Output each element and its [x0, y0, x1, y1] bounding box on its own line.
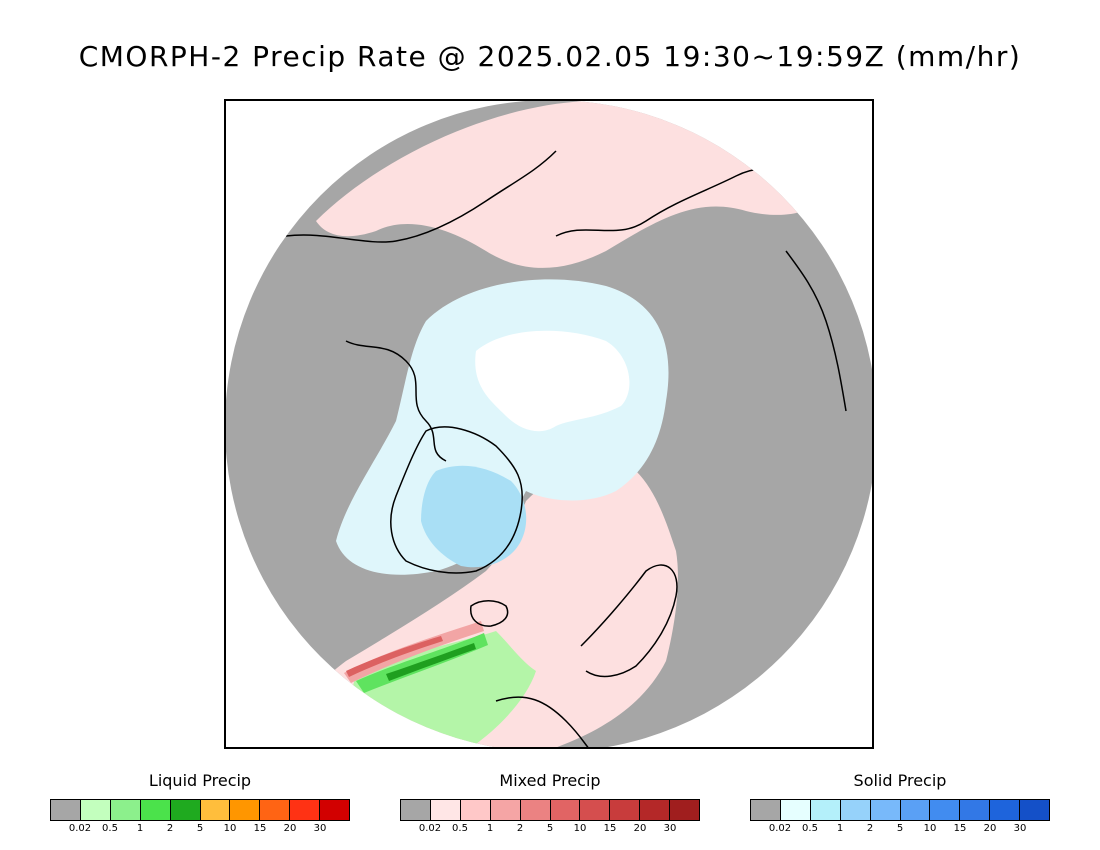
liquid-precip-swatch-4 [170, 800, 201, 820]
white-region-pole [475, 330, 630, 432]
mixed-precip-tick-label: 0.02 [418, 823, 442, 834]
liquid-precip-swatch-5 [200, 800, 231, 820]
mixed-precip-swatch-1 [430, 800, 461, 820]
liquid-precip-tick-label: 2 [166, 823, 174, 834]
solid-precip-tick-label: 20 [983, 823, 997, 834]
map-panel [224, 99, 874, 749]
liquid-precip-tick-label: 30 [313, 823, 327, 834]
mixed-precip-swatch-7 [610, 800, 641, 820]
mixed-precip-tick-label: 20 [633, 823, 647, 834]
mixed-precip-tick-label: 10 [573, 823, 587, 834]
mixed-precip-swatch-4 [520, 800, 551, 820]
coastline-scandinavia [580, 564, 678, 678]
liquid-precip-tick-label: 5 [196, 823, 204, 834]
liquid-precip-legend: Liquid Precip 0.02 0.5 1 2 5 10 15 20 30 [50, 770, 350, 837]
mixed-precip-swatch-2 [460, 800, 491, 820]
mixed-precip-legend: Mixed Precip 0.02 0.5 1 2 5 10 15 20 30 [400, 770, 700, 837]
solid-precip-tick-label: 0.5 [802, 823, 818, 834]
solid-precip-ticks: 0.02 0.5 1 2 5 10 15 20 30 [750, 821, 1050, 837]
mixed-precip-tick-label: 5 [546, 823, 554, 834]
mixed-precip-swatch-8 [640, 800, 671, 820]
liquid-precip-tick-label: 0.02 [68, 823, 92, 834]
mixed-precip-tick-label: 2 [516, 823, 524, 834]
solid-precip-tick-label: 1 [836, 823, 844, 834]
mixed-precip-region-band [344, 621, 484, 683]
coastline-alaska [285, 150, 557, 243]
solid-precip-tick-label: 15 [953, 823, 967, 834]
mixed-precip-ticks: 0.02 0.5 1 2 5 10 15 20 30 [400, 821, 700, 837]
coastline-greenland [390, 426, 523, 574]
coastlines [285, 150, 847, 747]
liquid-precip-swatch-7 [260, 800, 291, 820]
liquid-precip-swatch-2 [110, 800, 141, 820]
solid-precip-swatch-3 [840, 800, 871, 820]
mixed-precip-legend-title: Mixed Precip [499, 771, 601, 790]
liquid-precip-tick-label: 0.5 [102, 823, 118, 834]
solid-precip-tick-label: 0.02 [768, 823, 792, 834]
liquid-precip-swatch-6 [230, 800, 261, 820]
map-title: CMORPH-2 Precip Rate @ 2025.02.05 19:30~… [78, 40, 1022, 73]
mixed-precip-swatch-5 [550, 800, 581, 820]
mixed-precip-region-core [346, 636, 443, 677]
liquid-precip-legend-title: Liquid Precip [148, 771, 252, 790]
mixed-precip-swatch-3 [490, 800, 521, 820]
liquid-precip-swatch-3 [140, 800, 171, 820]
solid-precip-swatch-2 [810, 800, 841, 820]
liquid-precip-colorbar [50, 799, 350, 821]
liquid-precip-swatch-9 [320, 800, 350, 820]
solid-precip-region-greenland [421, 465, 527, 568]
liquid-precip-swatch-0 [51, 800, 81, 820]
solid-precip-colorbar [750, 799, 1050, 821]
solid-precip-legend-title: Solid Precip [853, 771, 947, 790]
liquid-precip-tick-label: 1 [136, 823, 144, 834]
mixed-precip-tick-label: 1 [486, 823, 494, 834]
solid-precip-swatch-5 [900, 800, 931, 820]
mixed-precip-swatch-6 [580, 800, 611, 820]
liquid-precip-region-core [386, 643, 476, 681]
mixed-precip-colorbar [400, 799, 700, 821]
coastline-iceland [470, 600, 509, 627]
solid-precip-tick-label: 2 [866, 823, 874, 834]
solid-precip-tick-label: 30 [1013, 823, 1027, 834]
liquid-precip-ticks: 0.02 0.5 1 2 5 10 15 20 30 [50, 821, 350, 837]
map-disc [226, 101, 872, 747]
coastline-europe [495, 696, 592, 747]
liquid-precip-tick-label: 10 [223, 823, 237, 834]
coastline-asia-pacific [785, 250, 847, 412]
solid-precip-tick-label: 5 [896, 823, 904, 834]
solid-precip-swatch-6 [930, 800, 961, 820]
mixed-precip-tick-label: 0.5 [452, 823, 468, 834]
polar-map [226, 101, 872, 747]
liquid-precip-tick-label: 15 [253, 823, 267, 834]
liquid-precip-swatch-8 [290, 800, 321, 820]
mixed-precip-tick-label: 15 [603, 823, 617, 834]
solid-precip-swatch-0 [751, 800, 781, 820]
solid-precip-tick-label: 10 [923, 823, 937, 834]
solid-precip-swatch-7 [960, 800, 991, 820]
mixed-precip-tick-label: 30 [663, 823, 677, 834]
solid-precip-swatch-4 [870, 800, 901, 820]
mixed-precip-swatch-9 [670, 800, 700, 820]
solid-precip-legend: Solid Precip 0.02 0.5 1 2 5 10 15 20 30 [750, 770, 1050, 837]
solid-precip-swatch-1 [780, 800, 811, 820]
solid-precip-swatch-8 [990, 800, 1021, 820]
solid-precip-swatch-9 [1020, 800, 1050, 820]
liquid-precip-tick-label: 20 [283, 823, 297, 834]
liquid-precip-swatch-1 [80, 800, 111, 820]
coastline-canada-archipelago [345, 340, 447, 462]
mixed-precip-swatch-0 [401, 800, 431, 820]
